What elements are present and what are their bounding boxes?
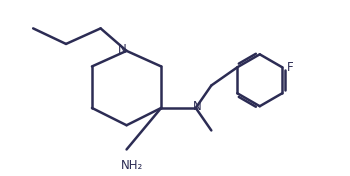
Text: NH₂: NH₂ bbox=[121, 159, 143, 172]
Text: N: N bbox=[118, 43, 127, 56]
Text: N: N bbox=[193, 100, 202, 113]
Text: F: F bbox=[286, 61, 293, 74]
